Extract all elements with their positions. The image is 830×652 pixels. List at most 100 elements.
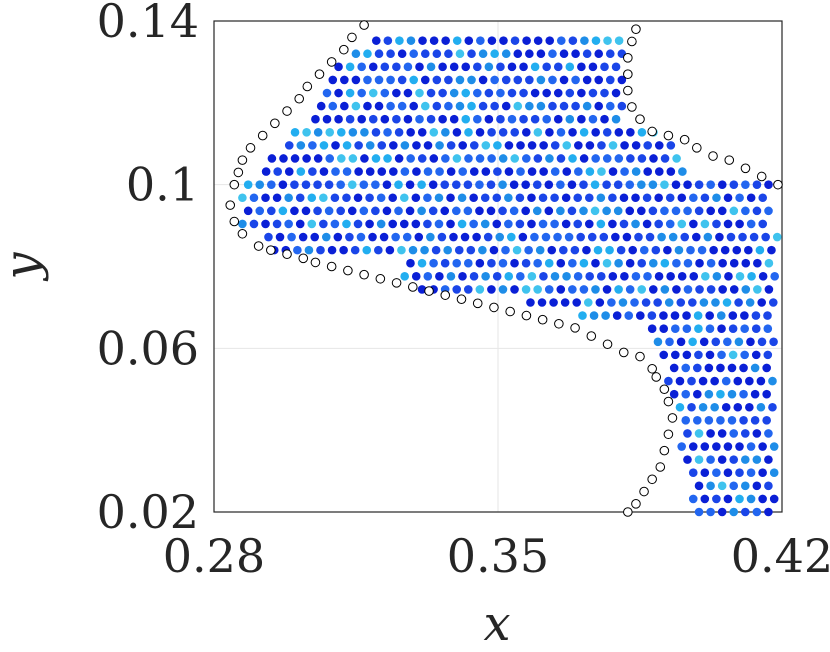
interior-point bbox=[284, 167, 294, 176]
interior-point bbox=[417, 154, 427, 163]
boundary-point bbox=[343, 265, 353, 276]
interior-point bbox=[440, 258, 450, 268]
interior-point bbox=[464, 127, 473, 137]
interior-point bbox=[443, 245, 452, 255]
interior-point bbox=[311, 114, 320, 124]
interior-point bbox=[562, 272, 571, 281]
interior-point bbox=[385, 245, 395, 255]
interior-point bbox=[762, 363, 771, 373]
interior-point bbox=[764, 285, 774, 294]
interior-point bbox=[287, 232, 296, 242]
interior-point bbox=[278, 206, 288, 216]
interior-point bbox=[402, 232, 412, 242]
interior-point bbox=[426, 114, 436, 124]
interior-point bbox=[533, 258, 542, 268]
interior-point bbox=[441, 154, 450, 163]
interior-point bbox=[764, 429, 773, 438]
interior-point bbox=[582, 245, 591, 255]
interior-point bbox=[463, 206, 473, 216]
interior-point bbox=[521, 127, 531, 137]
interior-point bbox=[622, 232, 632, 242]
interior-point bbox=[397, 75, 407, 85]
interior-point bbox=[460, 232, 470, 242]
interior-point bbox=[548, 75, 557, 85]
interior-point bbox=[382, 206, 392, 216]
interior-point bbox=[729, 481, 739, 491]
interior-point bbox=[255, 206, 265, 216]
interior-point bbox=[296, 141, 306, 150]
interior-point bbox=[637, 206, 646, 216]
interior-point bbox=[691, 232, 701, 242]
interior-point bbox=[593, 245, 603, 255]
interior-point bbox=[328, 75, 338, 85]
interior-point bbox=[752, 206, 762, 216]
interior-point bbox=[654, 272, 664, 281]
interior-point bbox=[660, 206, 669, 216]
interior-point bbox=[666, 167, 676, 176]
interior-point bbox=[435, 141, 444, 150]
interior-point bbox=[469, 167, 479, 176]
interior-point bbox=[594, 101, 604, 111]
interior-point bbox=[613, 206, 623, 216]
interior-point bbox=[509, 206, 519, 216]
interior-point bbox=[501, 101, 511, 111]
interior-point bbox=[261, 167, 271, 176]
interior-point bbox=[279, 154, 288, 163]
interior-point bbox=[758, 193, 768, 203]
interior-point bbox=[351, 75, 361, 85]
interior-point bbox=[307, 193, 317, 203]
boundary-point bbox=[627, 102, 637, 112]
interior-point bbox=[267, 180, 276, 189]
boundary-point bbox=[724, 155, 735, 165]
interior-point bbox=[267, 206, 276, 216]
interior-point bbox=[591, 36, 601, 45]
interior-point bbox=[492, 193, 502, 203]
interior-point bbox=[452, 206, 461, 216]
interior-point bbox=[452, 127, 462, 137]
interior-point bbox=[452, 285, 462, 294]
interior-point bbox=[674, 245, 684, 255]
interior-point bbox=[406, 36, 416, 45]
interior-point bbox=[472, 232, 481, 242]
interior-point bbox=[648, 180, 658, 189]
interior-point bbox=[683, 206, 692, 216]
interior-point bbox=[487, 258, 496, 268]
interior-point bbox=[394, 127, 404, 137]
interior-point bbox=[480, 219, 490, 229]
interior-point bbox=[630, 298, 639, 307]
interior-point bbox=[431, 245, 441, 255]
interior-point bbox=[275, 232, 285, 242]
interior-point bbox=[712, 494, 721, 504]
interior-point bbox=[567, 180, 577, 189]
interior-point bbox=[613, 180, 623, 189]
interior-point bbox=[550, 167, 560, 176]
interior-point bbox=[327, 245, 337, 255]
interior-point bbox=[530, 88, 540, 98]
interior-point bbox=[672, 154, 681, 163]
interior-point bbox=[525, 49, 534, 59]
interior-point bbox=[670, 311, 680, 320]
interior-point bbox=[553, 62, 563, 72]
interior-point bbox=[572, 298, 582, 307]
interior-point bbox=[342, 193, 351, 203]
interior-point bbox=[565, 88, 575, 98]
y-axis-label: y bbox=[0, 252, 50, 282]
interior-point bbox=[733, 402, 743, 412]
interior-point bbox=[556, 285, 566, 294]
interior-point bbox=[612, 311, 622, 320]
interior-point bbox=[412, 167, 421, 176]
interior-point bbox=[724, 272, 733, 281]
interior-point bbox=[585, 272, 594, 281]
x-tick-label: 0.35 bbox=[447, 529, 549, 583]
interior-point bbox=[316, 245, 325, 255]
interior-point bbox=[400, 272, 409, 281]
interior-point bbox=[452, 258, 462, 268]
interior-point bbox=[602, 127, 612, 137]
interior-point bbox=[461, 114, 471, 124]
interior-point bbox=[688, 442, 698, 451]
interior-point bbox=[438, 88, 447, 98]
interior-point bbox=[307, 219, 317, 229]
boundary-point bbox=[326, 261, 337, 272]
interior-point bbox=[478, 245, 487, 255]
interior-point bbox=[495, 232, 505, 242]
